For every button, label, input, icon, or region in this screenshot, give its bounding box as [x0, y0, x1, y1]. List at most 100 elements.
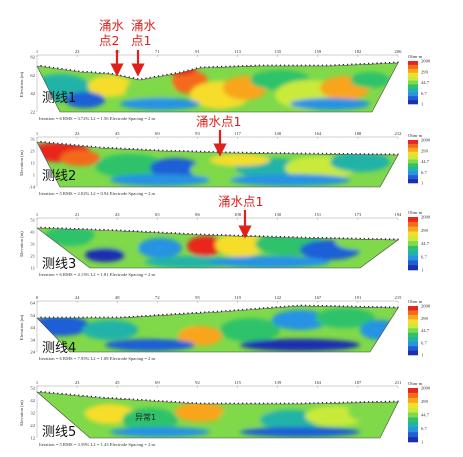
electrode: [132, 398, 135, 400]
electrode: [65, 393, 67, 395]
y-tick-label: 11: [31, 266, 36, 271]
electrode: [44, 391, 46, 393]
electrode: [279, 152, 282, 154]
electrode: [330, 401, 332, 404]
electrode: [78, 316, 80, 318]
x-tick-label: 69: [155, 131, 160, 136]
electrode: [254, 64, 256, 67]
electrode: [397, 306, 399, 308]
resistivity-zone: [65, 92, 105, 108]
x-tick-label: 119: [234, 295, 241, 300]
electrode: [132, 230, 135, 232]
x-tick-label: 48: [115, 295, 120, 300]
electrode: [397, 61, 399, 63]
resistivity-zone: [122, 408, 178, 432]
electrode: [78, 144, 80, 146]
colorbar-tick-label: 44.7: [421, 241, 430, 246]
electrode: [94, 228, 97, 231]
resistivity-zone: [88, 75, 132, 97]
electrode: [48, 316, 51, 318]
electrode: [325, 305, 328, 307]
electrode: [250, 308, 252, 310]
electrode: [115, 229, 118, 231]
resistivity-zone: [260, 410, 320, 430]
electrode: [321, 64, 324, 66]
electrode: [191, 68, 193, 70]
electrode: [262, 402, 265, 404]
colorbar-swatch: [408, 84, 418, 89]
electrode: [149, 231, 151, 233]
electrode: [120, 397, 122, 400]
colorbar-swatch: [408, 92, 418, 97]
resistivity-zone: [60, 150, 100, 166]
colorbar-swatch: [408, 422, 418, 428]
colorbar-tick-label: 1: [421, 102, 424, 107]
electrode: [355, 237, 357, 240]
electrode: [225, 310, 227, 312]
electrode: [99, 316, 101, 318]
electrode: [225, 151, 227, 153]
electrode: [292, 64, 294, 66]
electrode: [216, 234, 219, 236]
y-tick-label: 44: [30, 325, 35, 330]
electrode: [73, 69, 76, 72]
colorbar-swatch: [408, 260, 418, 266]
colorbar-swatch: [408, 346, 418, 351]
x-tick-label: 86: [195, 212, 200, 217]
x-tick-label: 142: [274, 295, 282, 300]
electrode: [48, 141, 51, 144]
electrode: [393, 153, 395, 155]
electrode: [208, 311, 210, 313]
electrode: [246, 402, 248, 404]
electrode: [334, 64, 336, 66]
x-tick-label: 135: [274, 49, 282, 54]
electrode: [338, 152, 340, 155]
profile-label: 测线1: [42, 91, 76, 106]
resistivity-section-5: [37, 392, 398, 438]
electrode: [384, 153, 387, 155]
electrode: [384, 62, 387, 64]
electrode: [372, 153, 374, 155]
electrode: [254, 151, 256, 154]
electrode: [367, 153, 370, 155]
electrode-row-3: [40, 226, 399, 240]
inversion-footer: Iteration = 6 RMS = 3.72% L2 = 1.56 Elec…: [39, 116, 156, 121]
electrode: [296, 402, 298, 404]
electrode: [145, 314, 147, 317]
section-outline: [36, 391, 399, 439]
electrode: [300, 64, 303, 66]
profile-panel-4: 0 24 48 72 95 119 142 167 191 215 64 54 44 34 24 Elevat…: [19, 295, 431, 361]
resistivity-section-1: [37, 63, 398, 112]
x-tick-label: 140: [274, 131, 282, 136]
electrode: [225, 234, 227, 236]
electrode: [355, 63, 357, 65]
electrode: [136, 315, 139, 317]
electrode: [183, 70, 185, 72]
electrode: [233, 65, 235, 67]
electrode: [317, 402, 319, 404]
electrode: [309, 152, 311, 154]
electrode: [216, 310, 219, 313]
resistivity-zone: [315, 308, 375, 328]
annotation-point2-line-b: 点2: [99, 33, 119, 48]
electrode: [162, 313, 164, 316]
colorbar-title: Ohm·m: [408, 133, 423, 138]
electrode: [267, 402, 269, 404]
electrode: [40, 316, 42, 318]
electrode: [342, 152, 345, 155]
colorbar-swatch: [408, 412, 418, 418]
electrode: [199, 311, 202, 314]
colorbar-tick-label: 6.7: [421, 91, 427, 96]
electrode: [40, 390, 42, 393]
electrode: [178, 401, 181, 403]
electrode: [107, 396, 109, 399]
x-tick-label: 215: [395, 295, 403, 300]
colorbar-tick-label: 6.7: [421, 170, 427, 175]
electrode: [61, 227, 63, 229]
electrode: [195, 311, 198, 314]
x-tick-label: 151: [314, 212, 322, 217]
colorbar-tick-label: 2000: [421, 304, 431, 309]
y-tick-label: 42: [30, 91, 35, 96]
resistivity-zone: [145, 256, 235, 268]
resistivity-zone: [178, 326, 222, 346]
